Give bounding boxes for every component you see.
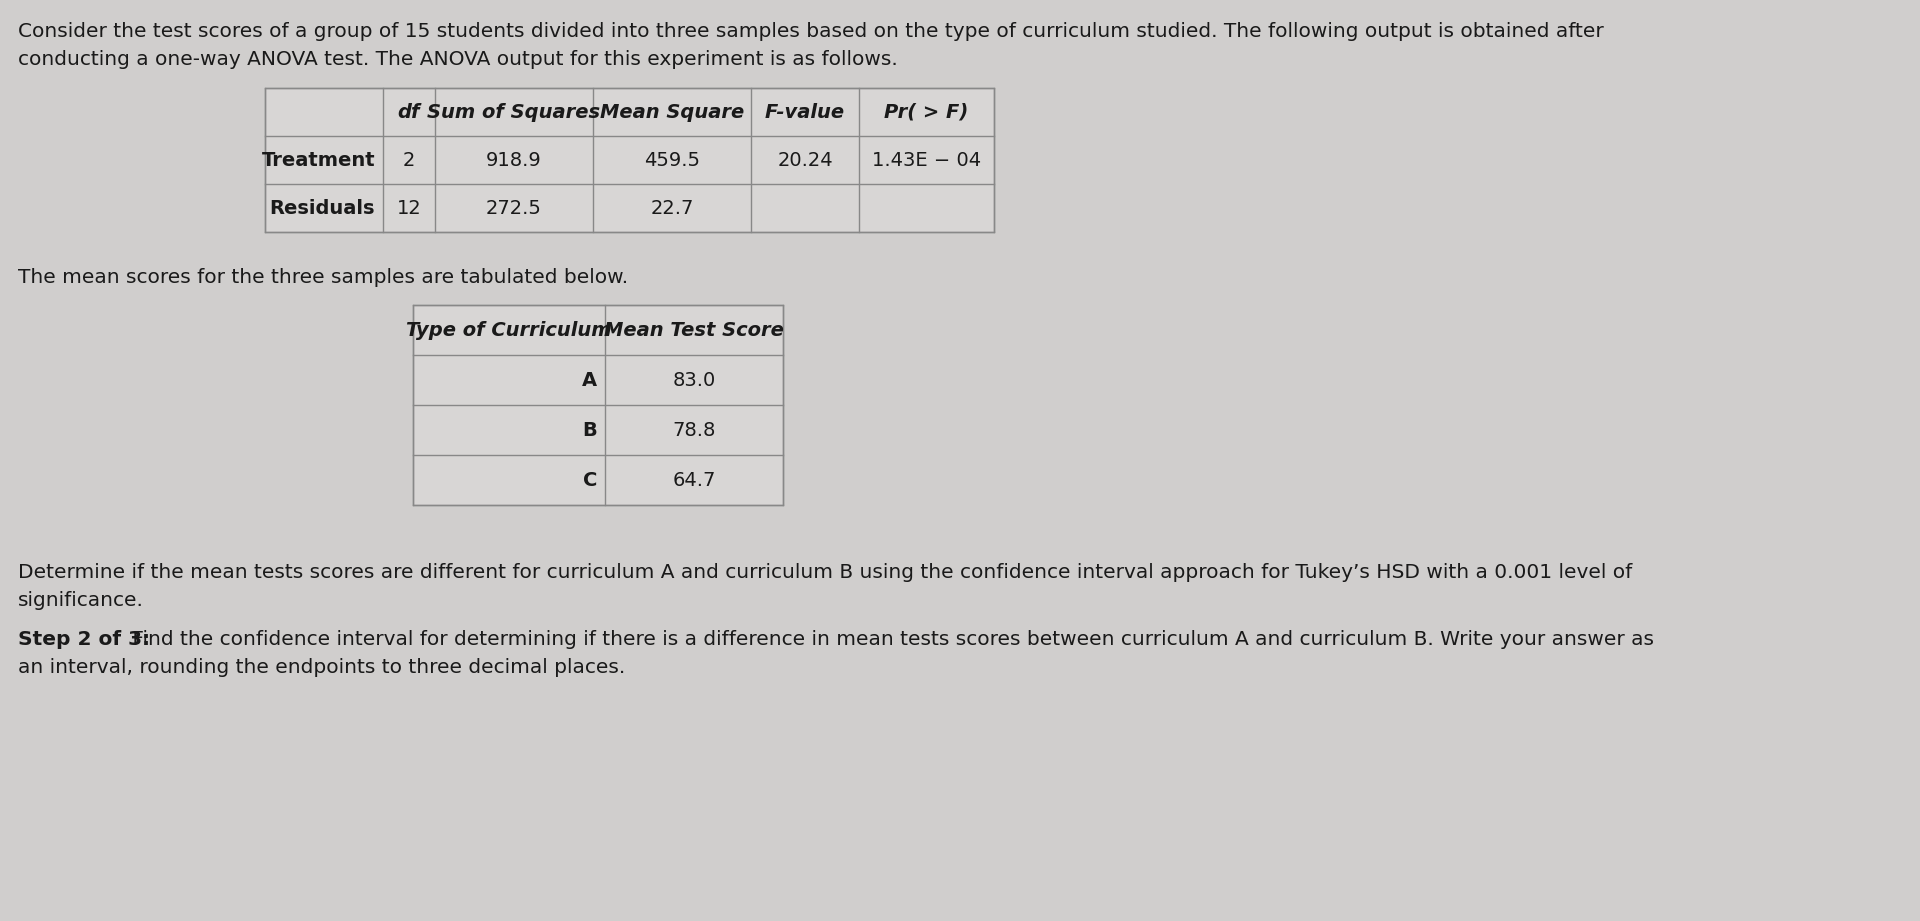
Text: Mean Test Score: Mean Test Score [605,321,783,340]
Text: F-value: F-value [764,102,845,122]
Text: df: df [397,102,420,122]
Text: 918.9: 918.9 [486,150,541,169]
Text: 22.7: 22.7 [651,199,693,217]
Text: Consider the test scores of a group of 15 students divided into three samples ba: Consider the test scores of a group of 1… [17,22,1603,41]
Text: 64.7: 64.7 [672,471,716,489]
Text: an interval, rounding the endpoints to three decimal places.: an interval, rounding the endpoints to t… [17,658,626,677]
Text: Pr( > F): Pr( > F) [885,102,968,122]
Text: Treatment: Treatment [261,150,374,169]
Text: Step 2 of 3:: Step 2 of 3: [17,630,150,649]
Text: Sum of Squares: Sum of Squares [428,102,601,122]
Text: 272.5: 272.5 [486,199,541,217]
Text: significance.: significance. [17,591,144,610]
Text: 459.5: 459.5 [643,150,701,169]
Text: The mean scores for the three samples are tabulated below.: The mean scores for the three samples ar… [17,268,628,287]
Text: Type of Curriculum: Type of Curriculum [407,321,612,340]
Text: 12: 12 [397,199,420,217]
Text: 20.24: 20.24 [778,150,833,169]
FancyBboxPatch shape [265,88,995,232]
Text: Residuals: Residuals [269,199,374,217]
Text: C: C [582,471,597,489]
Text: Find the confidence interval for determining if there is a difference in mean te: Find the confidence interval for determi… [127,630,1653,649]
Text: conducting a one-way ANOVA test. The ANOVA output for this experiment is as foll: conducting a one-way ANOVA test. The ANO… [17,50,899,69]
Text: B: B [582,421,597,439]
Text: Mean Square: Mean Square [599,102,745,122]
Text: A: A [582,370,597,390]
Text: 1.43E − 04: 1.43E − 04 [872,150,981,169]
Text: 83.0: 83.0 [672,370,716,390]
Text: 78.8: 78.8 [672,421,716,439]
Text: Determine if the mean tests scores are different for curriculum A and curriculum: Determine if the mean tests scores are d… [17,563,1632,582]
FancyBboxPatch shape [413,305,783,505]
Text: 2: 2 [403,150,415,169]
